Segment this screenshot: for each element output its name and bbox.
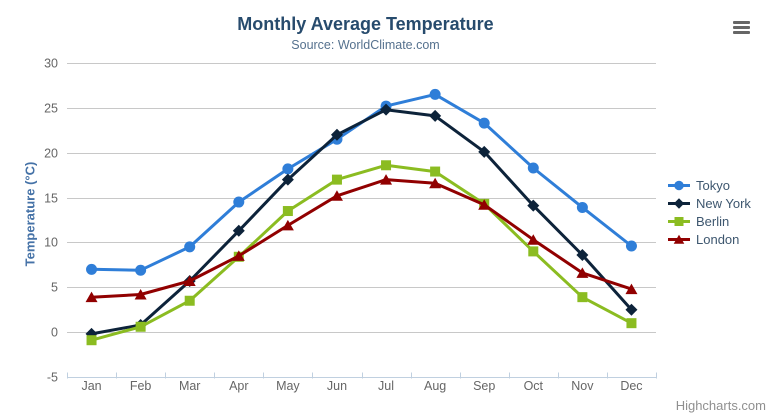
y-axis-label: -5 [47,371,58,385]
hamburger-menu-icon [733,31,750,34]
y-axis-label: 5 [51,281,58,295]
london-point-feb[interactable] [134,288,147,300]
x-axis-label: Oct [524,379,544,393]
legend-marker-symbol [673,234,685,244]
legend-item-tokyo[interactable]: Tokyo [667,176,751,194]
x-axis-label: Aug [424,379,446,393]
new-york-point-aug[interactable] [429,109,442,122]
berlin-point-aug[interactable] [430,166,441,177]
london-line[interactable] [90,178,633,299]
london-point-jul[interactable] [380,174,393,185]
tokyo-point-jan[interactable] [86,263,98,275]
legend-item-london[interactable]: London [667,230,751,248]
hamburger-menu-icon [733,21,750,24]
berlin-point-jul[interactable] [381,160,392,171]
legend-item-label: London [696,231,740,247]
tokyo-point-mar[interactable] [184,241,196,253]
london-point-apr[interactable] [232,250,245,261]
tokyo-point-feb[interactable] [135,264,147,276]
london-point-nov[interactable] [576,267,589,278]
new-york-point-oct[interactable] [527,199,540,212]
legend-item-new-york[interactable]: New York [667,194,751,212]
new-york-point-apr[interactable] [232,224,245,237]
new-york-point-jun[interactable] [330,128,343,141]
london-point-oct[interactable] [527,234,540,245]
y-axis-label: 25 [44,102,58,116]
y-axis-label: 20 [44,147,58,161]
legend: Tokyo New York Berlin London [667,176,751,248]
x-axis-label: Jul [378,379,394,393]
legend-item-berlin[interactable]: Berlin [667,212,751,230]
x-axis-label: Feb [130,379,152,393]
tokyo-point-aug[interactable] [429,88,441,100]
square-legend-marker-icon [668,216,690,226]
y-axis-label: 15 [44,192,58,206]
new-york-point-nov[interactable] [576,248,589,261]
legend-item-label: New York [696,195,751,211]
london-point-dec[interactable] [625,283,638,295]
legend-marker-symbol [673,197,685,209]
export-menu-button[interactable] [733,21,750,35]
new-york-point-may[interactable] [281,173,294,186]
circle-legend-marker-icon [668,180,690,190]
london-point-may[interactable] [281,219,294,231]
tokyo-point-oct[interactable] [527,162,539,174]
hamburger-menu-icon [733,26,750,29]
london-point-sep[interactable] [478,199,491,210]
y-axis-label: 10 [44,236,58,250]
x-axis-label: Dec [620,379,642,393]
new-york-point-dec[interactable] [625,303,638,316]
new-york-line[interactable] [90,108,633,336]
x-axis-label: Jun [327,379,347,393]
london-point-jun[interactable] [330,190,343,201]
tokyo-point-nov[interactable] [576,201,588,213]
berlin-point-oct[interactable] [528,246,539,257]
tokyo-point-apr[interactable] [233,196,245,208]
tokyo-point-dec[interactable] [625,240,637,252]
x-axis-label: Apr [229,379,248,393]
x-axis-label: Jan [81,379,101,393]
new-york-point-sep[interactable] [478,145,491,158]
legend-item-label: Tokyo [696,177,730,193]
berlin-point-jun[interactable] [331,174,342,185]
london-point-jan[interactable] [85,291,98,303]
legend-marker-symbol [674,180,684,190]
london-point-mar[interactable] [183,275,196,287]
berlin-point-mar[interactable] [184,295,195,306]
legend-marker-symbol [674,216,684,226]
berlin-point-jan[interactable] [86,335,97,346]
x-axis-label: Mar [179,379,201,393]
x-axis-label: Sep [473,379,495,393]
y-axis-label: 0 [51,326,58,340]
credits-link[interactable]: Highcharts.com [675,398,766,413]
berlin-line[interactable] [90,163,633,342]
x-axis-label: May [276,379,300,393]
london-point-aug[interactable] [429,177,442,189]
tokyo-point-may[interactable] [282,163,294,175]
new-york-point-jul[interactable] [380,103,393,116]
triangle-legend-marker-icon [668,234,690,244]
legend-item-label: Berlin [696,213,730,229]
chart-title: Monthly Average Temperature [237,14,494,34]
chart-subtitle: Source: WorldClimate.com [291,38,440,52]
diamond-legend-marker-icon [668,197,690,209]
berlin-point-nov[interactable] [577,292,588,303]
x-axis-label: Nov [571,379,594,393]
y-axis-label: 30 [44,57,58,71]
berlin-point-dec[interactable] [626,318,637,329]
tokyo-point-sep[interactable] [478,117,490,129]
berlin-point-may[interactable] [282,206,293,217]
berlin-point-feb[interactable] [135,321,146,332]
